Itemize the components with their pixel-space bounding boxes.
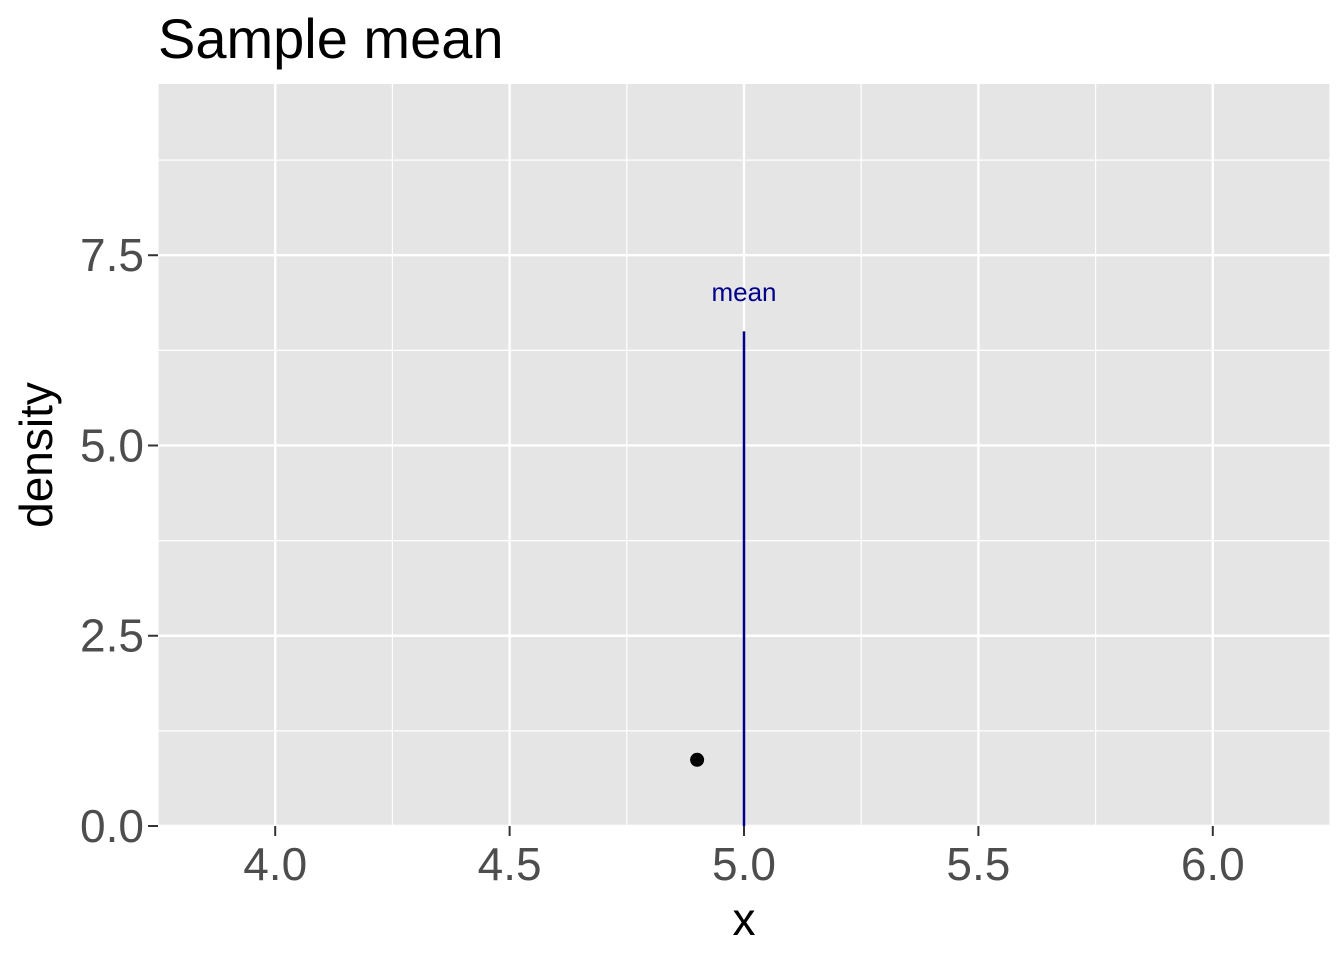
x-tick-label: 4.5 [478, 838, 542, 890]
y-tick-label: 7.5 [80, 229, 144, 281]
y-axis-title: density [10, 382, 62, 528]
x-tick-label: 5.5 [946, 838, 1010, 890]
major-gridlines [158, 84, 1330, 828]
y-tick-label: 0.0 [80, 800, 144, 852]
data-marks: mean [690, 277, 777, 826]
chart-title: Sample mean [158, 7, 504, 70]
y-tick-label: 5.0 [80, 419, 144, 471]
x-tick-label: 6.0 [1181, 838, 1245, 890]
mean-annotation: mean [711, 277, 776, 307]
axis-ticks [148, 254, 1214, 836]
x-tick-label: 4.0 [243, 838, 307, 890]
x-tick-label: 5.0 [712, 838, 776, 890]
x-axis-title: x [733, 893, 756, 945]
data-point [690, 752, 705, 767]
tick-labels: 4.0 4.5 5.0 5.5 6.0 0.0 2.5 5.0 7.5 [80, 229, 1245, 890]
y-tick-label: 2.5 [80, 610, 144, 662]
